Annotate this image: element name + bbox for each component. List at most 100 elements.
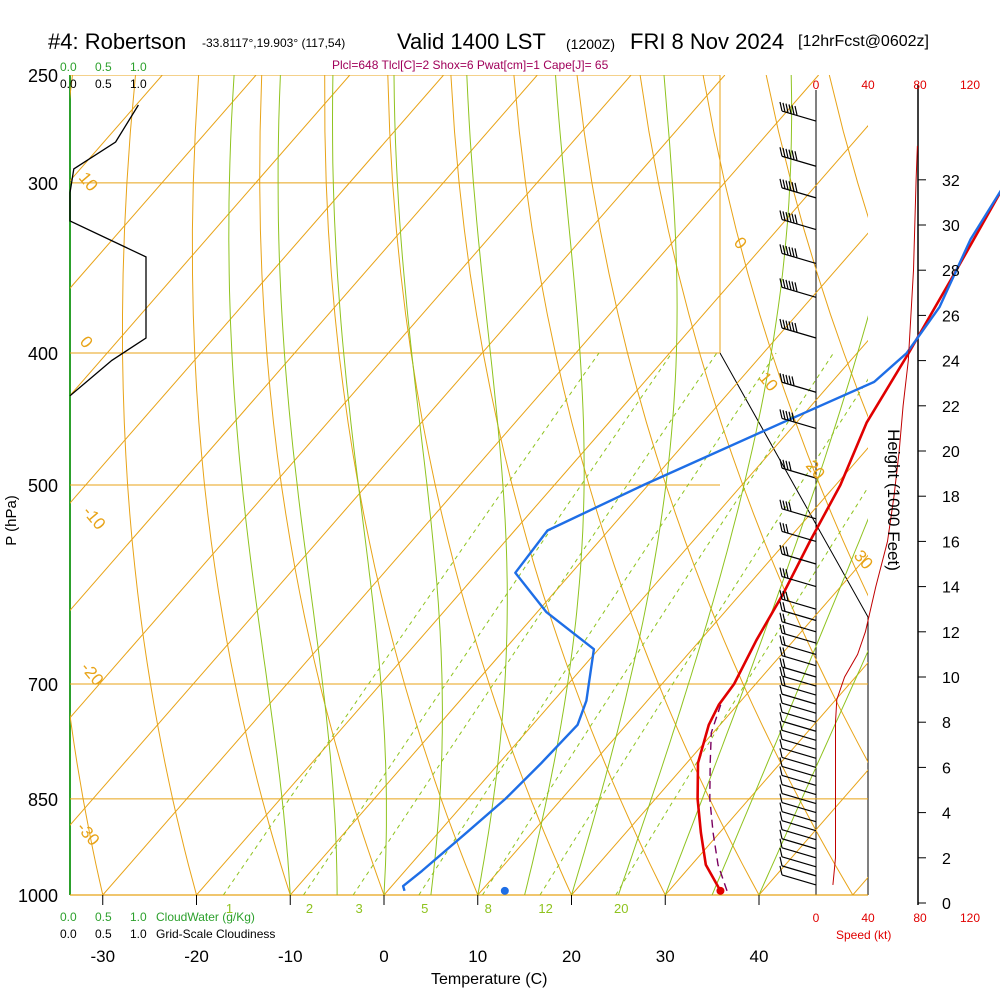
isotherm [70,75,632,719]
mixing-ratio-line [615,486,868,895]
moist-adiabat [331,75,387,895]
moist-adiabat [758,649,868,895]
height-tick-label: 2 [942,851,951,868]
terrain-outline [719,352,869,895]
x-tick-label: 30 [656,947,675,966]
isotherm [70,75,726,826]
dry-adiabat [259,75,385,895]
wind-barb [779,811,817,832]
isotherm [852,876,868,895]
wind-barb [779,567,817,588]
dry-adiabat-label: -30 [73,818,103,849]
wind-barb [779,829,817,850]
cloudiness-top-label: 0.0 [60,77,77,91]
p-tick-300: 300 [28,174,58,194]
x-axis-label: Temperature (C) [431,971,548,988]
p-tick-1000: 1000 [18,886,58,906]
speed-top-label: 0 [813,78,820,92]
wind-barb [779,278,817,298]
dry-adiabat [955,75,1000,895]
height-axis-label: Height (1000 Feet) [883,429,903,571]
isotherm [477,447,868,895]
wind-barb [779,838,817,859]
cloudiness-top-label: 1.0 [130,77,147,91]
cloudiness-bottom-label: 0.5 [95,927,112,941]
forecast-date: FRI 8 Nov 2024 [630,29,785,54]
wind-barb [779,646,817,667]
wind-barb [779,499,817,520]
dry-adiabat [450,75,666,895]
moist-adiabat [524,75,585,895]
wind-barb [779,210,817,231]
station-coords: -33.8117°,19.903° (117,54) [202,36,346,50]
wind-barb [779,739,817,759]
speed-bottom-label: 0 [813,911,820,925]
p-tick-250: 250 [28,66,58,86]
height-tick-label: 0 [942,896,951,913]
speed-bottom-label: 80 [913,911,927,925]
wind-barb [779,766,817,787]
height-tick-label: 18 [942,489,960,506]
wind-barb [779,802,817,823]
wind-barb [779,847,817,868]
wind-barb [779,623,817,644]
wind-barb [779,612,817,633]
cloudwater-bottom-label: 0.5 [95,910,112,924]
dry-adiabat [324,75,479,895]
dry-adiabat [122,75,197,895]
isotherm [289,232,868,895]
dry-adiabat [513,75,760,895]
wind-barb [779,793,817,814]
p-tick-700: 700 [28,675,58,695]
moist-adiabat [571,75,678,895]
dewpoint-line [401,189,1000,892]
zulu-time: (1200Z) [566,36,616,52]
moist-adiabat [711,518,868,895]
x-tick-label: 40 [750,947,769,966]
height-tick-label: 26 [942,308,960,325]
wind-barb [779,757,817,778]
cloudiness-bottom-label: 0.0 [60,927,77,941]
wind-barb [779,775,817,796]
isotherm [102,75,819,895]
mixing-ratio-label: 5 [421,901,428,916]
speed-label: Speed (kt) [836,928,892,942]
speed-top-label: 120 [960,78,980,92]
wind-barb [779,865,817,886]
temperature-line [696,190,1000,892]
wind-barb [779,694,817,714]
cloudwater-label: CloudWater (g/Kg) [156,910,255,924]
wind-barb [779,703,817,723]
wind-barb [779,721,817,741]
cloudiness-bottom-label: 1.0 [130,927,147,941]
wind-barb [779,458,817,479]
height-tick-label: 16 [942,534,960,551]
dry-adiabat [191,75,291,895]
wind-barb [779,675,817,696]
height-tick-label: 32 [942,173,960,190]
dry-adiabat [765,75,868,418]
isotherm [70,75,538,612]
wind-barb [779,730,817,750]
wind-barb [779,684,817,705]
wind-barb [779,147,817,167]
mixing-ratio-line [303,352,673,895]
x-tick-label: 20 [562,947,581,966]
wind-barb [779,635,817,655]
dry-adiabat [70,75,104,895]
mixing-ratio-label: 1 [226,901,233,916]
cloudwater-bottom-label: 1.0 [130,910,147,924]
wind-barb [779,544,817,565]
speed-bottom-label: 120 [960,911,980,925]
valid-time: Valid 1400 LST [397,29,546,54]
x-tick-label: 10 [468,947,487,966]
wind-speed-profile [832,145,918,885]
p-tick-850: 850 [28,790,58,810]
dry-adiabat-label: 10 [755,368,782,395]
x-tick-label: -30 [90,947,115,966]
dry-adiabat [576,75,854,895]
y-axis-label: P (hPa) [2,495,20,546]
speed-top-label: 80 [913,78,927,92]
cloudiness-top-label: 0.5 [95,77,112,91]
height-tick-label: 6 [942,760,951,777]
